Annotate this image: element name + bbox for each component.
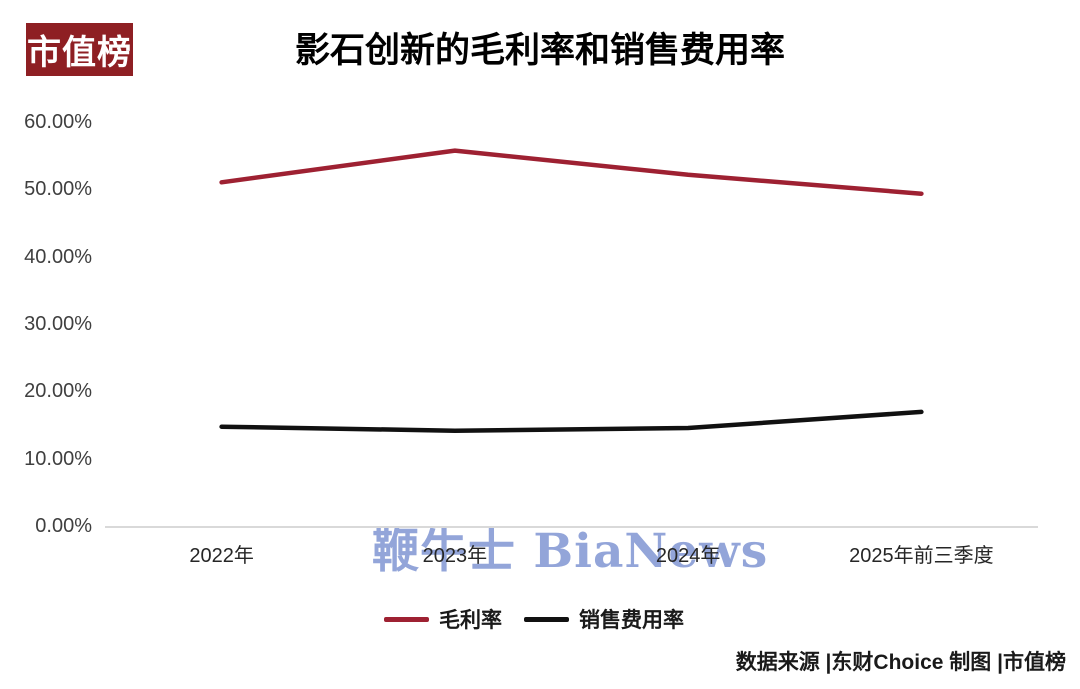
x-tick-label: 2023年: [422, 545, 488, 567]
chart-title: 影石创新的毛利率和销售费用率: [294, 31, 786, 70]
y-tick-label: 50.00%: [24, 178, 92, 201]
sales-expense-line: [219, 409, 924, 433]
brand-logo-text: 市值榜: [27, 34, 132, 72]
y-tick-label: 0.00%: [35, 515, 92, 537]
y-tick-label: 30.00%: [24, 313, 92, 335]
y-tick-label: 40.00%: [24, 245, 92, 268]
legend-swatch-sales-expense: [524, 616, 569, 622]
series-lines: [219, 148, 924, 433]
y-tick-label: 20.00%: [24, 380, 92, 403]
legend-label-sales-expense: 销售费用率: [579, 609, 684, 632]
legend-swatch-gross-margin: [384, 616, 429, 622]
x-tick-label: 2022年: [189, 545, 254, 567]
legend-label-gross-margin: 毛利率: [439, 609, 502, 632]
watermark: 鞭牛士 BiaNews: [372, 524, 769, 579]
gross-margin-line: [219, 148, 924, 196]
legend: 毛利率 销售费用率: [0, 604, 1080, 634]
brand-logo: 市值榜: [26, 23, 133, 76]
attribution: 数据来源 |东财Choice 制图 |市值榜: [735, 651, 1066, 674]
x-tick-label: 2024年: [655, 545, 721, 567]
y-tick-label: 10.00%: [24, 447, 92, 470]
x-tick-label: 2025年前三季度: [849, 545, 994, 567]
y-tick-label: 60.00%: [24, 111, 92, 133]
